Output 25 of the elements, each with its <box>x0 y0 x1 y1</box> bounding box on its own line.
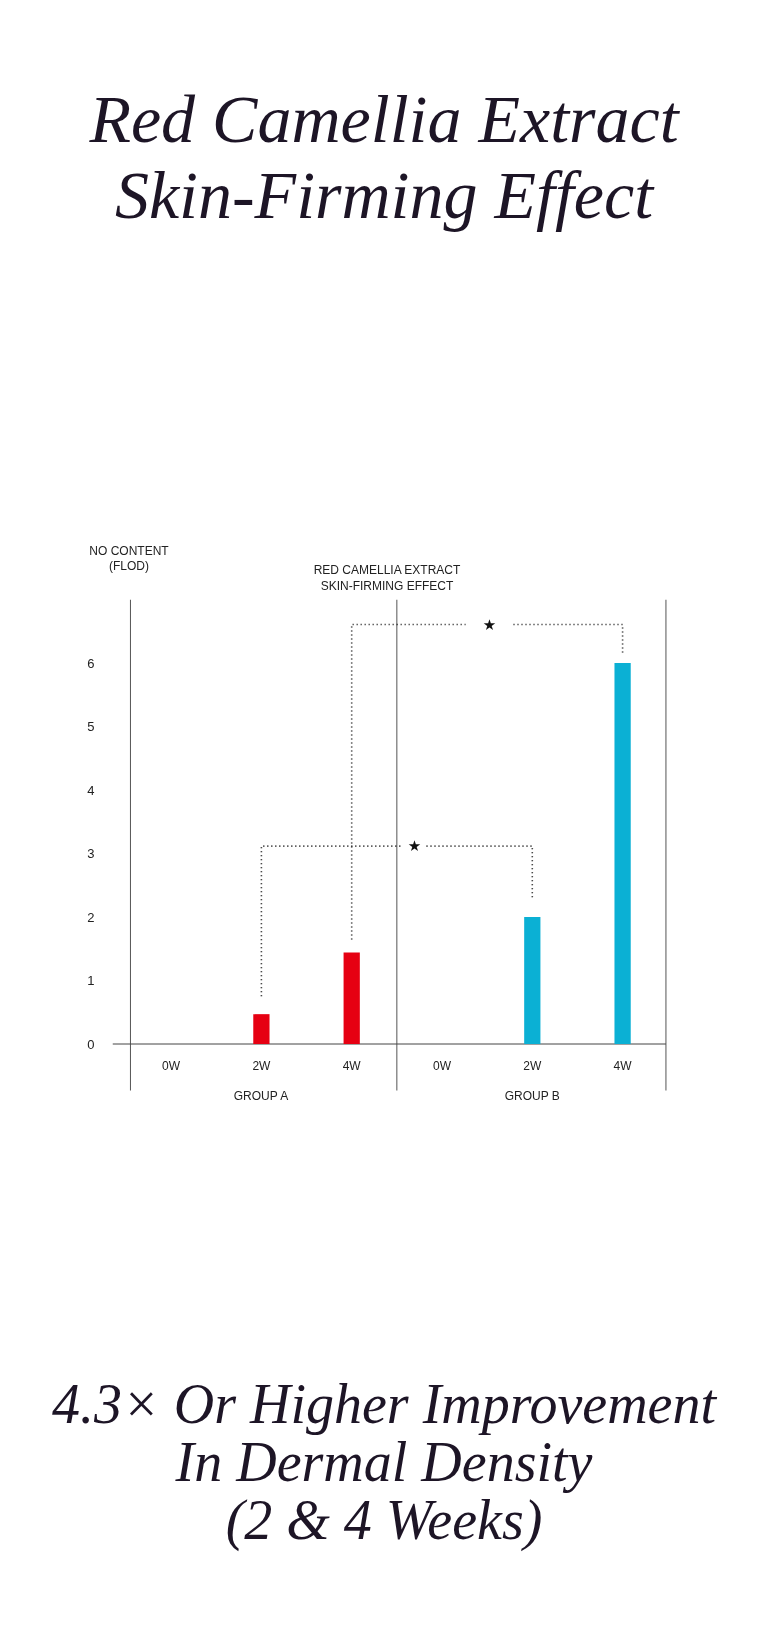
text: 4.3× Or Higher Improvement In Dermal Density (2 & 4 Weeks) <box>50 1372 718 1554</box>
y-tick-label: 0 <box>87 1036 95 1052</box>
x-tick-label: 0W <box>162 1058 181 1073</box>
chart-title: Red Camellia Extract Skin-Firming Effect <box>88 80 681 236</box>
y-tick-label: 1 <box>87 973 95 988</box>
y-tick-label: 3 <box>87 846 95 861</box>
y-tick-label: 4 <box>87 782 95 798</box>
annotation: ★ <box>482 615 497 634</box>
y-tick-label: 6 <box>87 655 95 671</box>
chart-subtitle: RED CAMELLIA EXTRACT SKIN-FIRMING EFFECT <box>312 562 462 594</box>
bar <box>524 917 541 1044</box>
x-tick-label: 0W <box>433 1058 452 1073</box>
bar <box>253 1014 270 1044</box>
text: GROUP B <box>504 1088 560 1103</box>
annotation: ★ <box>407 837 422 856</box>
x-tick-label: 4W <box>613 1058 633 1073</box>
x-tick-label: 2W <box>252 1058 272 1073</box>
y-tick-label: 2 <box>87 909 95 925</box>
y-axis-title: NO CONTENT (FLOD) <box>88 543 170 574</box>
bar <box>343 952 360 1044</box>
bar <box>614 663 631 1044</box>
y-tick-label: 5 <box>87 719 95 734</box>
x-tick-label: 2W <box>523 1058 542 1073</box>
x-tick-label: 4W <box>342 1058 362 1073</box>
text: GROUP A <box>233 1088 289 1103</box>
